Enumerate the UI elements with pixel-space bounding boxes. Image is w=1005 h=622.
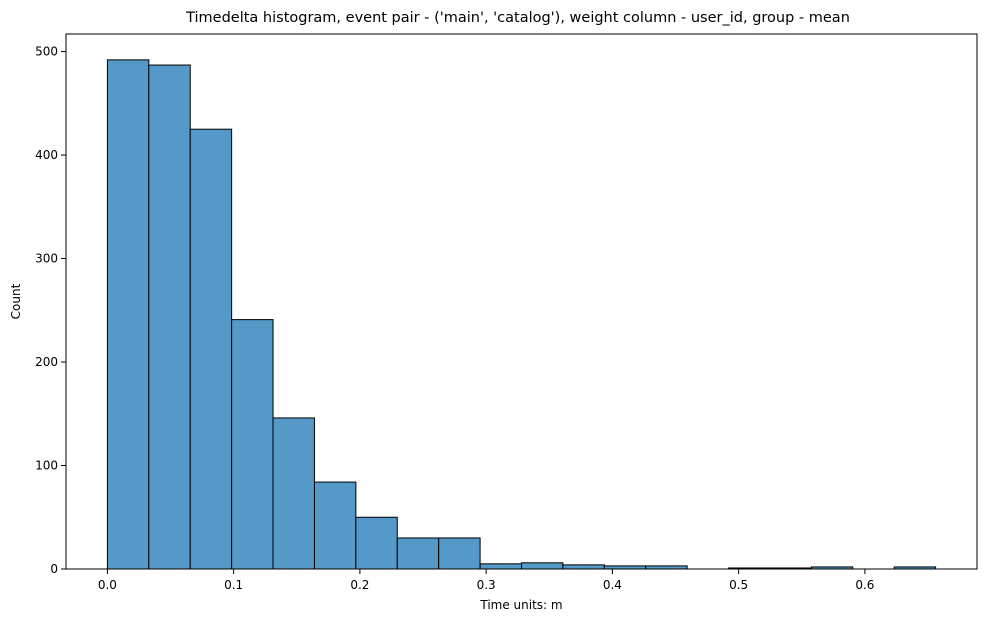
x-tick-label: 0.1 (224, 578, 243, 592)
y-axis-label: Count (9, 283, 23, 319)
histogram-bar (106, 59, 150, 570)
x-tick-label: 0.6 (855, 578, 874, 592)
histogram-bar (438, 537, 481, 570)
histogram-bar (479, 563, 523, 570)
histogram-bar (313, 481, 357, 570)
x-axis-ticks: 0.0 0.1 0.2 0.3 0.4 0.5 0.6 (98, 569, 874, 592)
y-tick-label: 300 (35, 252, 58, 266)
y-tick-label: 100 (35, 459, 58, 473)
histogram-bar (148, 64, 191, 570)
histogram-bar (272, 417, 315, 570)
plot-frame (65, 33, 978, 570)
x-tick-label: 0.5 (729, 578, 748, 592)
histogram-bar (231, 319, 274, 570)
histogram-bar (521, 562, 564, 570)
x-tick-label: 0.2 (350, 578, 369, 592)
x-axis-label: Time units: m (479, 598, 562, 612)
y-tick-label: 500 (35, 45, 58, 59)
x-tick-label: 0.3 (477, 578, 496, 592)
histogram-bar (562, 564, 605, 570)
bars-group (106, 59, 937, 570)
y-tick-label: 0 (50, 562, 58, 576)
x-tick-label: 0.0 (98, 578, 117, 592)
histogram-bar (355, 516, 398, 570)
x-tick-label: 0.4 (603, 578, 622, 592)
histogram-bar (189, 128, 233, 570)
y-tick-label: 200 (35, 355, 58, 369)
histogram-bar (396, 537, 440, 570)
y-tick-label: 400 (35, 148, 58, 162)
chart-title: Timedelta histogram, event pair - ('main… (185, 10, 850, 26)
y-axis-ticks: 0 100 200 300 400 500 (35, 45, 66, 576)
